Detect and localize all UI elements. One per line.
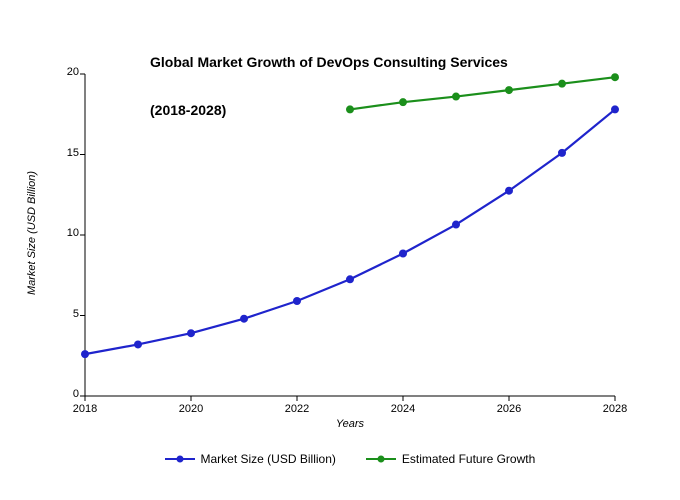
x-tick-label: 2026 <box>491 403 527 415</box>
legend-marker-icon <box>176 456 183 463</box>
x-tick-label: 2020 <box>173 403 209 415</box>
legend-line-icon <box>165 458 195 460</box>
chart-container: Global Market Growth of DevOps Consultin… <box>0 0 680 500</box>
y-tick-label: 10 <box>51 227 79 239</box>
x-tick-label: 2024 <box>385 403 421 415</box>
x-tick-label: 2028 <box>597 403 633 415</box>
y-tick-label: 5 <box>51 308 79 320</box>
y-tick-label: 15 <box>51 147 79 159</box>
legend-label: Estimated Future Growth <box>402 452 535 466</box>
y-tick-label: 0 <box>51 388 79 400</box>
legend-marker-icon <box>377 456 384 463</box>
y-tick-label: 20 <box>51 66 79 78</box>
legend-item: Estimated Future Growth <box>366 452 535 466</box>
legend-label: Market Size (USD Billion) <box>201 452 336 466</box>
legend-line-icon <box>366 458 396 460</box>
chart-plot <box>0 0 680 500</box>
legend-item: Market Size (USD Billion) <box>165 452 336 466</box>
x-tick-label: 2018 <box>67 403 103 415</box>
x-tick-label: 2022 <box>279 403 315 415</box>
chart-legend: Market Size (USD Billion) Estimated Futur… <box>165 452 536 466</box>
